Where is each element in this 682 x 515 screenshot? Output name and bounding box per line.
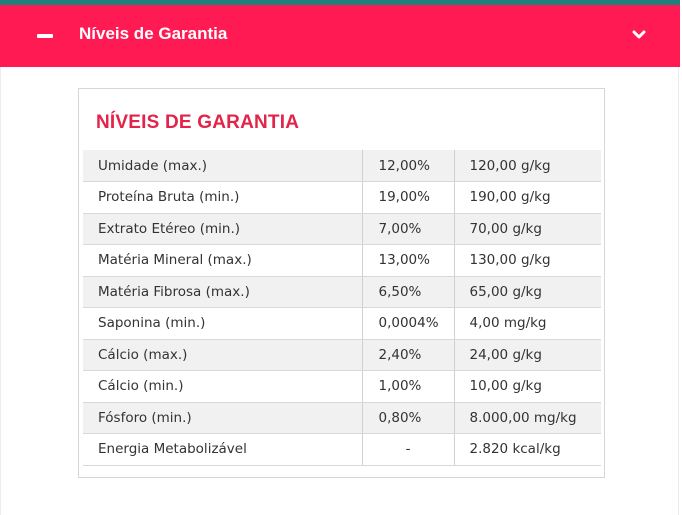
table-row: Fósforo (min.) 0,80% 8.000,00 mg/kg: [83, 402, 601, 434]
table-row: Matéria Mineral (max.) 13,00% 130,00 g/kg: [83, 244, 601, 277]
amount-cell: 24,00 g/kg: [454, 339, 601, 371]
percent-cell: 0,0004%: [362, 307, 455, 340]
guarantee-levels-table: Umidade (max.) 12,00% 120,00 g/kg Proteína …: [83, 150, 601, 466]
minus-icon[interactable]: [37, 34, 53, 38]
table-row: Matéria Fibrosa (max.) 6,50% 65,00 g/kg: [83, 276, 601, 308]
table-row: Saponina (min.) 0,0004% 4,00 mg/kg: [83, 307, 601, 340]
amount-cell: 10,00 g/kg: [454, 370, 601, 403]
table-row: Umidade (max.) 12,00% 120,00 g/kg: [83, 150, 601, 182]
nutrient-name-cell: Extrato Etéreo (min.): [83, 213, 363, 245]
accordion-title[interactable]: Níveis de Garantia: [79, 24, 228, 43]
percent-cell: 19,00%: [362, 181, 455, 214]
percent-cell: 7,00%: [362, 213, 455, 245]
percent-cell: 6,50%: [362, 276, 455, 308]
amount-cell: 65,00 g/kg: [454, 276, 601, 308]
card-title: NÍVEIS DE GARANTIA: [96, 112, 300, 133]
percent-cell: 0,80%: [362, 402, 455, 434]
nutrient-name-cell: Saponina (min.): [83, 307, 363, 340]
amount-cell: 2.820 kcal/kg: [454, 433, 601, 466]
nutrient-name-cell: Cálcio (max.): [83, 339, 363, 371]
nutrient-name-cell: Cálcio (min.): [83, 370, 363, 403]
amount-cell: 130,00 g/kg: [454, 244, 601, 277]
chevron-down-icon[interactable]: [631, 28, 647, 42]
top-accent-strip: [0, 0, 680, 5]
nutrient-name-cell: Matéria Fibrosa (max.): [83, 276, 363, 308]
percent-cell: 13,00%: [362, 244, 455, 277]
table-row: Proteína Bruta (min.) 19,00% 190,00 g/kg: [83, 181, 601, 214]
table-row: Extrato Etéreo (min.) 7,00% 70,00 g/kg: [83, 213, 601, 245]
amount-cell: 190,00 g/kg: [454, 181, 601, 214]
nutrient-name-cell: Proteína Bruta (min.): [83, 181, 363, 214]
nutrient-name-cell: Umidade (max.): [83, 150, 363, 182]
table-row: Cálcio (min.) 1,00% 10,00 g/kg: [83, 370, 601, 403]
percent-cell: 2,40%: [362, 339, 455, 371]
nutrient-name-cell: Matéria Mineral (max.): [83, 244, 363, 277]
nutrient-name-cell: Fósforo (min.): [83, 402, 363, 434]
nutrient-name-cell: Energia Metabolizável: [83, 433, 363, 466]
accordion-body: [0, 67, 679, 515]
accordion-header[interactable]: Níveis de Garantia: [0, 5, 680, 67]
percent-cell: 12,00%: [362, 150, 455, 182]
table-row: Energia Metabolizável -2.820 kcal/kg: [83, 433, 601, 466]
percent-cell: 1,00%: [362, 370, 455, 403]
amount-cell: 8.000,00 mg/kg: [454, 402, 601, 434]
amount-cell: 70,00 g/kg: [454, 213, 601, 245]
table-row: Cálcio (max.) 2,40% 24,00 g/kg: [83, 339, 601, 371]
percent-cell: -: [362, 433, 455, 466]
amount-cell: 4,00 mg/kg: [454, 307, 601, 340]
amount-cell: 120,00 g/kg: [454, 150, 601, 182]
